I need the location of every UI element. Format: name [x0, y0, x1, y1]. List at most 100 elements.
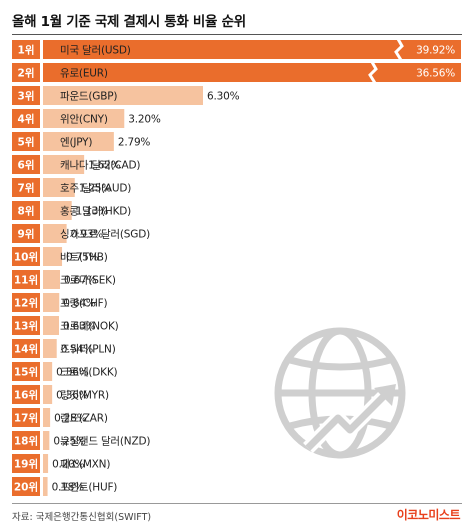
category-label: 미국 달러(USD): [60, 45, 131, 57]
rank-badge: [12, 178, 40, 197]
upward-arrow-icon: [303, 384, 396, 453]
category-label: 뉴질랜드 달러(NZD): [60, 436, 150, 448]
category-label: 위안(CNY): [60, 113, 108, 126]
rank-badge: [12, 201, 40, 220]
brand-logo: 이코노미스트: [396, 508, 461, 522]
rank-label: 8위: [18, 205, 35, 218]
value-label: 3.20%: [128, 114, 161, 126]
bar: [43, 40, 461, 59]
rank-label: 3위: [18, 90, 35, 103]
rank-label: 7위: [18, 182, 35, 195]
value-label: 0.64%: [63, 298, 96, 310]
value-label: 1.13%: [76, 206, 109, 218]
rank-label: 20위: [14, 481, 38, 494]
category-label: 싱가포르 달러(SGD): [60, 229, 150, 241]
rank-badge: [12, 339, 40, 358]
bar: [43, 339, 57, 358]
axis-break-mark: [368, 61, 378, 84]
rank-badge: [12, 155, 40, 174]
rank-label: 10위: [14, 251, 38, 264]
rank-label: 14위: [14, 343, 38, 356]
rank-label: 13위: [14, 320, 38, 333]
rank-label: 9위: [18, 228, 35, 241]
value-label: 0.36%: [56, 367, 89, 379]
bar: [43, 431, 50, 450]
bar: [43, 408, 51, 427]
bar: [43, 247, 63, 266]
bar: [43, 178, 75, 197]
category-label: 크로네(NOK): [60, 321, 119, 333]
value-label: 1.25%: [79, 183, 112, 195]
category-label: 캐나다 달러(CAD): [60, 160, 140, 172]
source-note: 자료: 국제은행간통신협회(SWIFT): [12, 512, 152, 523]
rank-label: 18위: [14, 435, 38, 448]
rank-badge: [12, 408, 40, 427]
category-label: 파운드(GBP): [60, 91, 117, 103]
bar: [43, 109, 125, 128]
category-label: 바트(THB): [60, 252, 108, 264]
category-label: 유로(EUR): [60, 68, 108, 80]
bar: [43, 270, 61, 289]
bar: [43, 385, 53, 404]
bar: [43, 454, 49, 473]
value-label: 0.36%: [56, 390, 89, 402]
rank-badge: [12, 431, 40, 450]
title-divider: [12, 34, 462, 35]
category-label: 엔(JPY): [60, 137, 92, 149]
rank-label: 11위: [14, 274, 38, 287]
bar: [43, 132, 114, 151]
bottom-divider: [12, 503, 462, 504]
rank-label: 15위: [14, 366, 38, 379]
rank-label: 5위: [18, 136, 35, 149]
rank-label: 4위: [18, 113, 35, 126]
category-label: 포린트(HUF): [60, 482, 117, 494]
globe-icon: [274, 327, 406, 459]
value-label: 0.28%: [54, 413, 87, 425]
rank-label: 2위: [18, 67, 35, 80]
value-label: 36.56%: [416, 68, 455, 80]
bar: [43, 63, 461, 82]
category-label: 링깃(MYR): [60, 390, 109, 402]
category-label: 크로네(DKK): [60, 367, 118, 379]
value-label: 0.93%: [71, 229, 104, 241]
rank-badge: [12, 293, 40, 312]
rank-badge: [12, 362, 40, 381]
rank-label: 1위: [18, 44, 35, 57]
value-label: 0.54%: [61, 344, 94, 356]
bar: [43, 224, 67, 243]
rank-badge: [12, 63, 40, 82]
bar: [43, 293, 60, 312]
bar: [43, 362, 53, 381]
bar: [43, 86, 203, 105]
rank-label: 17위: [14, 412, 38, 425]
rank-badge: [12, 86, 40, 105]
rank-label: 12위: [14, 297, 38, 310]
rank-badge: [12, 454, 40, 473]
rank-badge: [12, 316, 40, 335]
bar: [43, 316, 59, 335]
category-label: 페소(MXN): [60, 459, 110, 471]
axis-break-mark: [394, 38, 404, 61]
rank-label: 19위: [14, 458, 38, 471]
rank-badge: [12, 224, 40, 243]
category-label: 프랑(CHF): [60, 298, 107, 310]
rank-label: 16위: [14, 389, 38, 402]
rank-badge: [12, 40, 40, 59]
value-label: 6.30%: [207, 91, 240, 103]
value-label: 2.79%: [118, 137, 151, 149]
rank-badge: [12, 270, 40, 289]
value-label: 1.62%: [88, 160, 121, 172]
value-label: 0.75%: [66, 252, 99, 264]
category-label: 홍콩 달러(HKD): [60, 205, 131, 218]
category-label: 즈워티(PLN): [60, 343, 116, 356]
bar: [43, 477, 48, 496]
bar: [43, 155, 85, 174]
rank-label: 6위: [18, 159, 35, 172]
category-label: 랜드(ZAR): [60, 413, 108, 425]
value-label: 0.18%: [52, 482, 85, 494]
rank-badge: [12, 247, 40, 266]
value-label: 0.63%: [63, 321, 96, 333]
rank-badge: [12, 132, 40, 151]
rank-badge: [12, 109, 40, 128]
